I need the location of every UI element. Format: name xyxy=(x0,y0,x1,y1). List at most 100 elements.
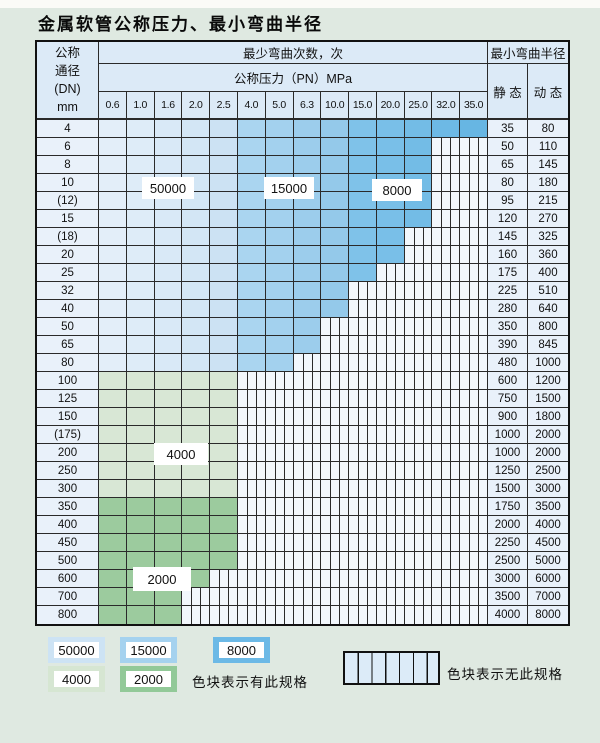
dn-label-350: 350 xyxy=(37,498,99,516)
cell-dn450-pn1.0 xyxy=(126,534,155,552)
cell-dn(175)-pn5.0 xyxy=(265,426,294,444)
cell-dn32-pn20.0 xyxy=(376,282,405,300)
cell-dn80-pn5.0 xyxy=(265,354,294,372)
cell-dn80-pn6.3 xyxy=(293,354,322,372)
cell-dn200-pn20.0 xyxy=(376,444,405,462)
static-value-350: 1750 xyxy=(488,498,528,516)
dynamic-value-(12): 215 xyxy=(528,192,568,210)
cell-dn450-pn2.0 xyxy=(182,534,211,552)
cell-dn20-pn15.0 xyxy=(349,246,377,264)
cell-dn600-pn20.0 xyxy=(376,570,405,588)
cell-dn500-pn4.0 xyxy=(237,552,266,570)
cell-dn400-pn32.0 xyxy=(432,516,461,534)
cell-dn100-pn4.0 xyxy=(237,372,266,390)
cell-dn50-pn2.5 xyxy=(210,318,238,336)
cell-dn6-pn5.0 xyxy=(265,138,294,156)
cell-dn350-pn15.0 xyxy=(349,498,377,516)
cell-dn150-pn25.0 xyxy=(404,408,433,426)
cell-dn8-pn0.6 xyxy=(99,156,127,174)
cell-dn20-pn25.0 xyxy=(404,246,433,264)
cell-dn32-pn10.0 xyxy=(321,282,350,300)
static-value-6: 50 xyxy=(488,138,528,156)
cell-dn250-pn6.3 xyxy=(293,462,322,480)
dynamic-value-4: 80 xyxy=(528,120,568,138)
cell-dn10-pn10.0 xyxy=(321,174,350,192)
cell-dn20-pn2.0 xyxy=(182,246,211,264)
dn-label-800: 800 xyxy=(37,606,99,624)
cell-dn25-pn10.0 xyxy=(321,264,350,282)
cell-dn40-pn25.0 xyxy=(404,300,433,318)
pressure-header: 公称压力（PN）MPa xyxy=(99,64,488,92)
cell-dn300-pn1.0 xyxy=(126,480,155,498)
legend-swatch-50000-label: 50000 xyxy=(54,642,99,658)
cell-dn450-pn5.0 xyxy=(265,534,294,552)
cell-dn4-pn1.6 xyxy=(154,120,183,138)
cell-dn300-pn0.6 xyxy=(99,480,127,498)
cell-dn15-pn2.5 xyxy=(210,210,238,228)
static-value-800: 4000 xyxy=(488,606,528,624)
cell-dn800-pn20.0 xyxy=(376,606,405,624)
cell-dn20-pn10.0 xyxy=(321,246,350,264)
cell-dn700-pn0.6 xyxy=(99,588,127,606)
cell-dn50-pn4.0 xyxy=(237,318,266,336)
cell-dn350-pn1.0 xyxy=(126,498,155,516)
cell-dn15-pn5.0 xyxy=(265,210,294,228)
cell-dn450-pn2.5 xyxy=(210,534,238,552)
cell-dn250-pn4.0 xyxy=(237,462,266,480)
dynamic-value-300: 3000 xyxy=(528,480,568,498)
legend-swatch-15000: 15000 xyxy=(120,637,177,663)
cell-dn300-pn15.0 xyxy=(349,480,377,498)
cell-dn15-pn1.6 xyxy=(154,210,183,228)
cell-dn10-pn2.5 xyxy=(210,174,238,192)
cell-dn80-pn15.0 xyxy=(349,354,377,372)
cell-dn450-pn32.0 xyxy=(432,534,461,552)
pressure-tick-4.0: 4.0 xyxy=(237,92,266,120)
cell-dn100-pn2.5 xyxy=(210,372,238,390)
pressure-tick-20.0: 20.0 xyxy=(376,92,405,120)
cell-dn450-pn25.0 xyxy=(404,534,433,552)
cell-dn350-pn10.0 xyxy=(321,498,350,516)
cell-dn(175)-pn6.3 xyxy=(293,426,322,444)
cell-dn8-pn5.0 xyxy=(265,156,294,174)
cell-dn(18)-pn1.6 xyxy=(154,228,183,246)
cycles-label-4000: 4000 xyxy=(154,443,208,465)
dn-label-10: 10 xyxy=(37,174,99,192)
cell-dn20-pn4.0 xyxy=(237,246,266,264)
static-value-4: 35 xyxy=(488,120,528,138)
cell-dn80-pn25.0 xyxy=(404,354,433,372)
cell-dn150-pn2.0 xyxy=(182,408,211,426)
cell-dn32-pn6.3 xyxy=(293,282,322,300)
dn-label-200: 200 xyxy=(37,444,99,462)
cell-dn65-pn32.0 xyxy=(432,336,461,354)
cell-dn80-pn1.0 xyxy=(126,354,155,372)
cell-dn10-pn0.6 xyxy=(99,174,127,192)
cell-dn32-pn0.6 xyxy=(99,282,127,300)
cell-dn50-pn20.0 xyxy=(376,318,405,336)
dynamic-value-(175): 2000 xyxy=(528,426,568,444)
dn-label-50: 50 xyxy=(37,318,99,336)
dn-label-32: 32 xyxy=(37,282,99,300)
cell-dn40-pn10.0 xyxy=(321,300,350,318)
cell-dn700-pn2.5 xyxy=(210,588,238,606)
dynamic-value-80: 1000 xyxy=(528,354,568,372)
legend-no-spec-swatch xyxy=(343,651,440,685)
static-value-10: 80 xyxy=(488,174,528,192)
cell-dn25-pn2.0 xyxy=(182,264,211,282)
cell-dn25-pn25.0 xyxy=(404,264,433,282)
cell-dn600-pn6.3 xyxy=(293,570,322,588)
cell-dn25-pn1.6 xyxy=(154,264,183,282)
cell-dn(12)-pn15.0 xyxy=(349,192,377,210)
dynamic-value-600: 6000 xyxy=(528,570,568,588)
cell-dn125-pn15.0 xyxy=(349,390,377,408)
dn-label-400: 400 xyxy=(37,516,99,534)
static-value-300: 1500 xyxy=(488,480,528,498)
cell-dn65-pn4.0 xyxy=(237,336,266,354)
cell-dn8-pn35.0 xyxy=(460,156,488,174)
cell-dn700-pn35.0 xyxy=(460,588,488,606)
static-value-200: 1000 xyxy=(488,444,528,462)
cell-dn40-pn20.0 xyxy=(376,300,405,318)
cell-dn(18)-pn6.3 xyxy=(293,228,322,246)
cell-dn600-pn2.5 xyxy=(210,570,238,588)
cell-dn100-pn1.0 xyxy=(126,372,155,390)
